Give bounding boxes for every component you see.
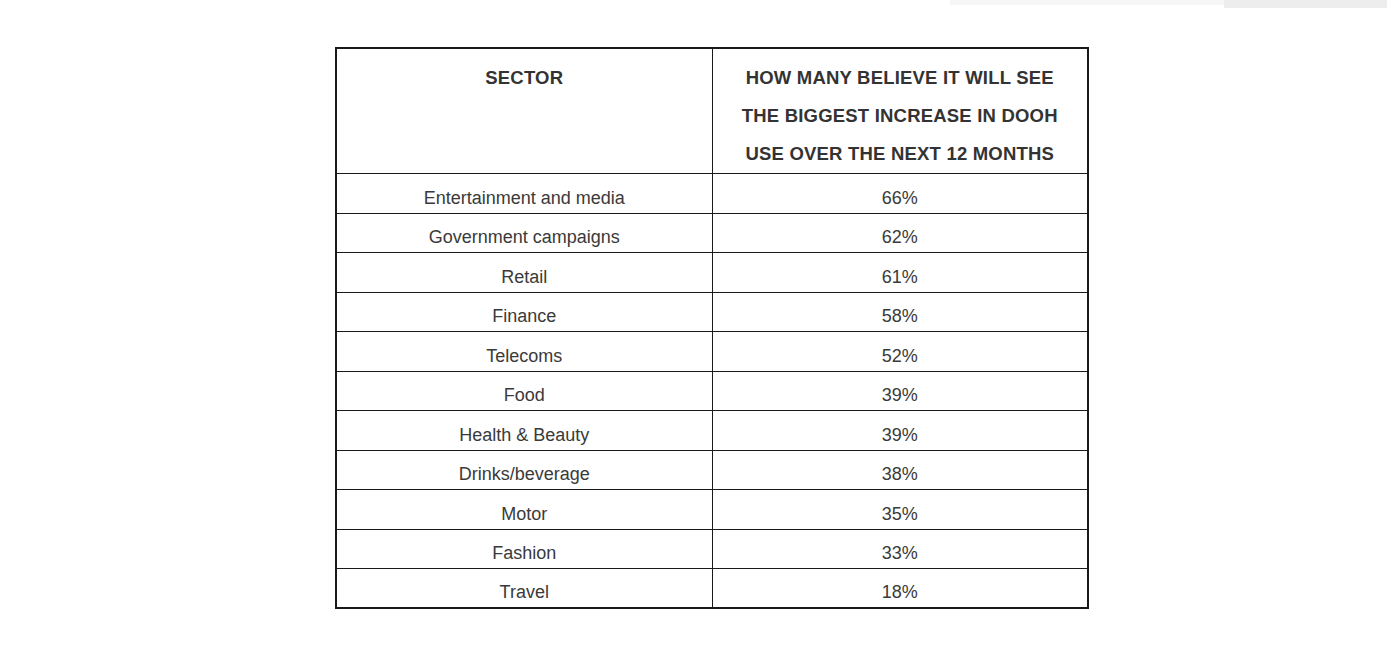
value-cell: 66% [712, 174, 1088, 214]
table-body: Entertainment and media66%Government cam… [336, 174, 1088, 609]
table-row: Food39% [336, 371, 1088, 411]
value-header-line: USE OVER THE NEXT 12 MONTHS [713, 135, 1088, 173]
value-cell: 39% [712, 411, 1088, 451]
sector-cell: Drinks/beverage [336, 450, 712, 490]
sector-cell: Travel [336, 569, 712, 609]
sector-cell: Telecoms [336, 332, 712, 372]
sector-cell: Health & Beauty [336, 411, 712, 451]
value-cell: 61% [712, 253, 1088, 293]
table-row: Retail61% [336, 253, 1088, 293]
sector-cell: Entertainment and media [336, 174, 712, 214]
value-cell: 18% [712, 569, 1088, 609]
table-header-row: SECTOR HOW MANY BELIEVE IT WILL SEE THE … [336, 48, 1088, 174]
sector-cell: Government campaigns [336, 213, 712, 253]
table-row: Drinks/beverage38% [336, 450, 1088, 490]
value-cell: 38% [712, 450, 1088, 490]
value-cell: 62% [712, 213, 1088, 253]
sector-cell: Food [336, 371, 712, 411]
value-cell: 33% [712, 529, 1088, 569]
sector-cell: Finance [336, 292, 712, 332]
value-cell: 52% [712, 332, 1088, 372]
value-header-line: THE BIGGEST INCREASE IN DOOH [713, 97, 1088, 135]
sector-column-header: SECTOR [336, 48, 712, 174]
value-column-header: HOW MANY BELIEVE IT WILL SEE THE BIGGEST… [712, 48, 1088, 174]
window-edge-strip-dark [1224, 0, 1387, 8]
page: { "colors": { "border": "#1a1a1a", "head… [0, 0, 1387, 654]
table-row: Travel18% [336, 569, 1088, 609]
sector-cell: Motor [336, 490, 712, 530]
value-cell: 39% [712, 371, 1088, 411]
table-row: Finance58% [336, 292, 1088, 332]
sector-cell: Fashion [336, 529, 712, 569]
value-header-line: HOW MANY BELIEVE IT WILL SEE [713, 59, 1088, 97]
dooh-increase-table: SECTOR HOW MANY BELIEVE IT WILL SEE THE … [335, 47, 1089, 609]
dooh-table-container: SECTOR HOW MANY BELIEVE IT WILL SEE THE … [335, 47, 1089, 609]
value-cell: 58% [712, 292, 1088, 332]
sector-cell: Retail [336, 253, 712, 293]
table-row: Telecoms52% [336, 332, 1088, 372]
table-row: Motor35% [336, 490, 1088, 530]
table-row: Entertainment and media66% [336, 174, 1088, 214]
table-row: Health & Beauty39% [336, 411, 1088, 451]
window-edge-strip-light [950, 0, 1224, 5]
table-row: Fashion33% [336, 529, 1088, 569]
table-row: Government campaigns62% [336, 213, 1088, 253]
value-cell: 35% [712, 490, 1088, 530]
